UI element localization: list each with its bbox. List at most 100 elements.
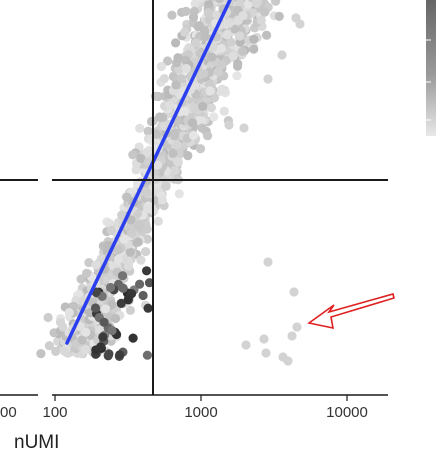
data-point xyxy=(289,287,299,297)
data-point xyxy=(144,278,155,288)
data-point xyxy=(135,123,145,133)
data-point xyxy=(249,34,259,44)
data-point xyxy=(142,224,152,234)
data-point xyxy=(263,74,273,84)
data-point xyxy=(198,101,208,111)
data-point xyxy=(197,0,206,3)
data-point xyxy=(141,247,151,257)
data-point xyxy=(206,103,216,113)
data-point xyxy=(163,56,173,66)
data-point xyxy=(117,210,127,220)
data-point xyxy=(113,254,123,264)
data-point xyxy=(216,43,226,54)
data-point xyxy=(113,245,123,255)
data-point xyxy=(125,305,135,315)
data-point xyxy=(287,331,297,341)
fit-line xyxy=(65,0,232,345)
left-panel-tick-label: 00 xyxy=(0,404,17,421)
data-point xyxy=(167,10,177,20)
data-point xyxy=(230,24,240,34)
data-point xyxy=(91,260,101,270)
data-point xyxy=(136,153,146,163)
data-point xyxy=(235,31,245,41)
data-point xyxy=(241,340,251,350)
data-point xyxy=(222,30,232,40)
data-point xyxy=(184,43,194,53)
data-point xyxy=(170,131,180,141)
data-point xyxy=(119,234,129,244)
data-point xyxy=(142,350,152,360)
data-point xyxy=(214,0,224,4)
data-point xyxy=(110,313,121,324)
data-point xyxy=(80,344,91,355)
data-point xyxy=(104,349,114,359)
data-point xyxy=(203,8,213,18)
data-point xyxy=(211,10,221,20)
data-point xyxy=(263,257,273,267)
data-point xyxy=(295,19,305,29)
data-point xyxy=(127,228,137,238)
data-point xyxy=(180,106,190,116)
data-point xyxy=(146,116,157,127)
red-arrow-annotation xyxy=(307,293,395,330)
data-point xyxy=(228,51,238,61)
data-point xyxy=(43,312,53,323)
data-point xyxy=(157,195,167,205)
data-point xyxy=(96,342,106,352)
data-point xyxy=(153,216,163,226)
data-point xyxy=(51,346,61,356)
data-point xyxy=(44,341,55,351)
data-point xyxy=(283,356,293,366)
data-point xyxy=(64,308,74,318)
data-point xyxy=(104,218,114,229)
data-point xyxy=(174,189,184,199)
data-point xyxy=(136,255,146,265)
data-point xyxy=(181,6,191,17)
data-point xyxy=(125,247,135,257)
data-point xyxy=(249,44,259,54)
x-tick-label: 1000 xyxy=(184,404,217,421)
data-point xyxy=(81,327,91,337)
data-point xyxy=(115,350,125,360)
data-point xyxy=(171,38,181,48)
data-point xyxy=(181,64,191,74)
x-tick-label: 10000 xyxy=(326,404,368,421)
data-point xyxy=(96,254,107,264)
data-point xyxy=(277,50,287,60)
data-point xyxy=(176,74,186,84)
data-point xyxy=(200,31,210,42)
data-point xyxy=(197,116,207,126)
data-point xyxy=(238,11,248,21)
data-point xyxy=(260,7,270,17)
data-point xyxy=(82,268,92,278)
data-point xyxy=(217,60,227,70)
data-point xyxy=(225,18,235,28)
data-point xyxy=(107,325,117,336)
data-point xyxy=(226,37,236,47)
data-point xyxy=(138,290,148,301)
data-point xyxy=(190,0,200,9)
data-point xyxy=(208,42,218,53)
data-point xyxy=(205,79,215,90)
data-point xyxy=(209,112,219,122)
data-point xyxy=(262,30,272,40)
data-point xyxy=(180,27,190,37)
data-point xyxy=(84,258,94,268)
data-point xyxy=(188,12,199,22)
data-point xyxy=(106,282,116,293)
data-point xyxy=(165,100,175,110)
data-point xyxy=(259,334,269,344)
data-point xyxy=(133,237,143,247)
data-point xyxy=(261,348,271,358)
data-point xyxy=(100,304,111,314)
data-point xyxy=(134,220,144,230)
data-point xyxy=(118,283,128,293)
data-point xyxy=(191,38,201,48)
data-point xyxy=(135,279,145,289)
data-point xyxy=(58,322,68,332)
data-point xyxy=(143,303,153,313)
data-point xyxy=(271,0,281,6)
data-point xyxy=(239,123,249,133)
scatter-points xyxy=(36,0,305,366)
data-point xyxy=(77,335,87,345)
